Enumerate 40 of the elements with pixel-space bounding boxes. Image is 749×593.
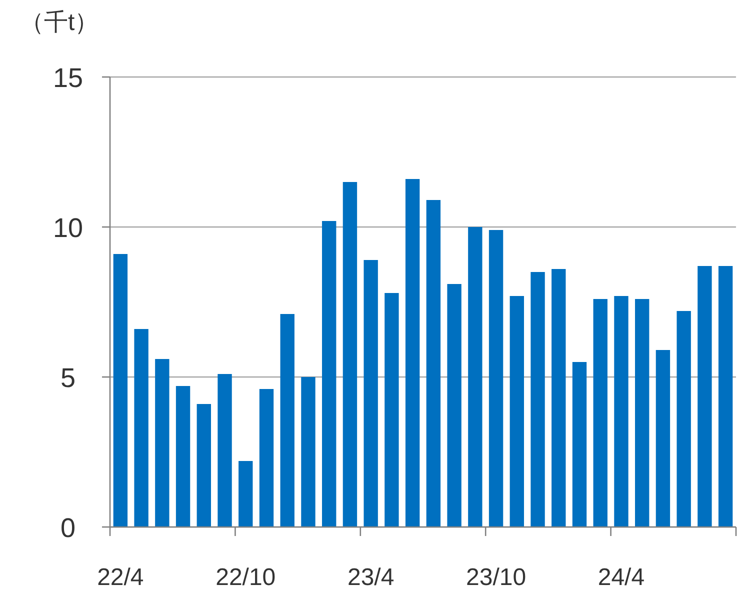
- bar: [572, 362, 587, 527]
- bar: [488, 230, 504, 527]
- bar: [113, 254, 128, 527]
- bar: [238, 461, 253, 527]
- bar: [635, 299, 650, 527]
- bar: [384, 293, 399, 527]
- bar: [301, 377, 316, 527]
- bar: [322, 221, 336, 527]
- x-tick-label: 23/10: [466, 564, 526, 591]
- bar: [426, 200, 441, 527]
- bar: [155, 359, 170, 527]
- x-tick-label: 24/4: [598, 564, 645, 591]
- bar: [656, 350, 670, 527]
- bar: [218, 374, 232, 527]
- bar: [468, 227, 482, 527]
- x-tick-label: 22/4: [97, 564, 144, 591]
- bar: [405, 179, 420, 527]
- bar: [280, 314, 294, 527]
- bar: [196, 404, 211, 527]
- bar: [134, 329, 148, 527]
- bar: [364, 260, 378, 527]
- y-tick-label: 5: [60, 363, 76, 393]
- bar: [176, 386, 190, 527]
- x-tick-label: 22/10: [216, 564, 276, 591]
- bar: [718, 266, 733, 527]
- bar: [698, 266, 712, 527]
- bar: [510, 296, 524, 527]
- y-axis-title: （千t）: [20, 9, 99, 36]
- x-tick-label: 23/4: [347, 564, 394, 591]
- bar: [259, 389, 274, 527]
- bar: [614, 296, 628, 527]
- y-tick-label: 10: [52, 213, 84, 243]
- bar: [447, 284, 462, 527]
- bar: [530, 272, 545, 527]
- bar: [552, 269, 566, 527]
- bar: [342, 182, 358, 527]
- bar: [593, 299, 608, 527]
- y-tick-label: 0: [60, 513, 76, 543]
- y-tick-label: 15: [52, 63, 84, 93]
- bar: [676, 311, 691, 527]
